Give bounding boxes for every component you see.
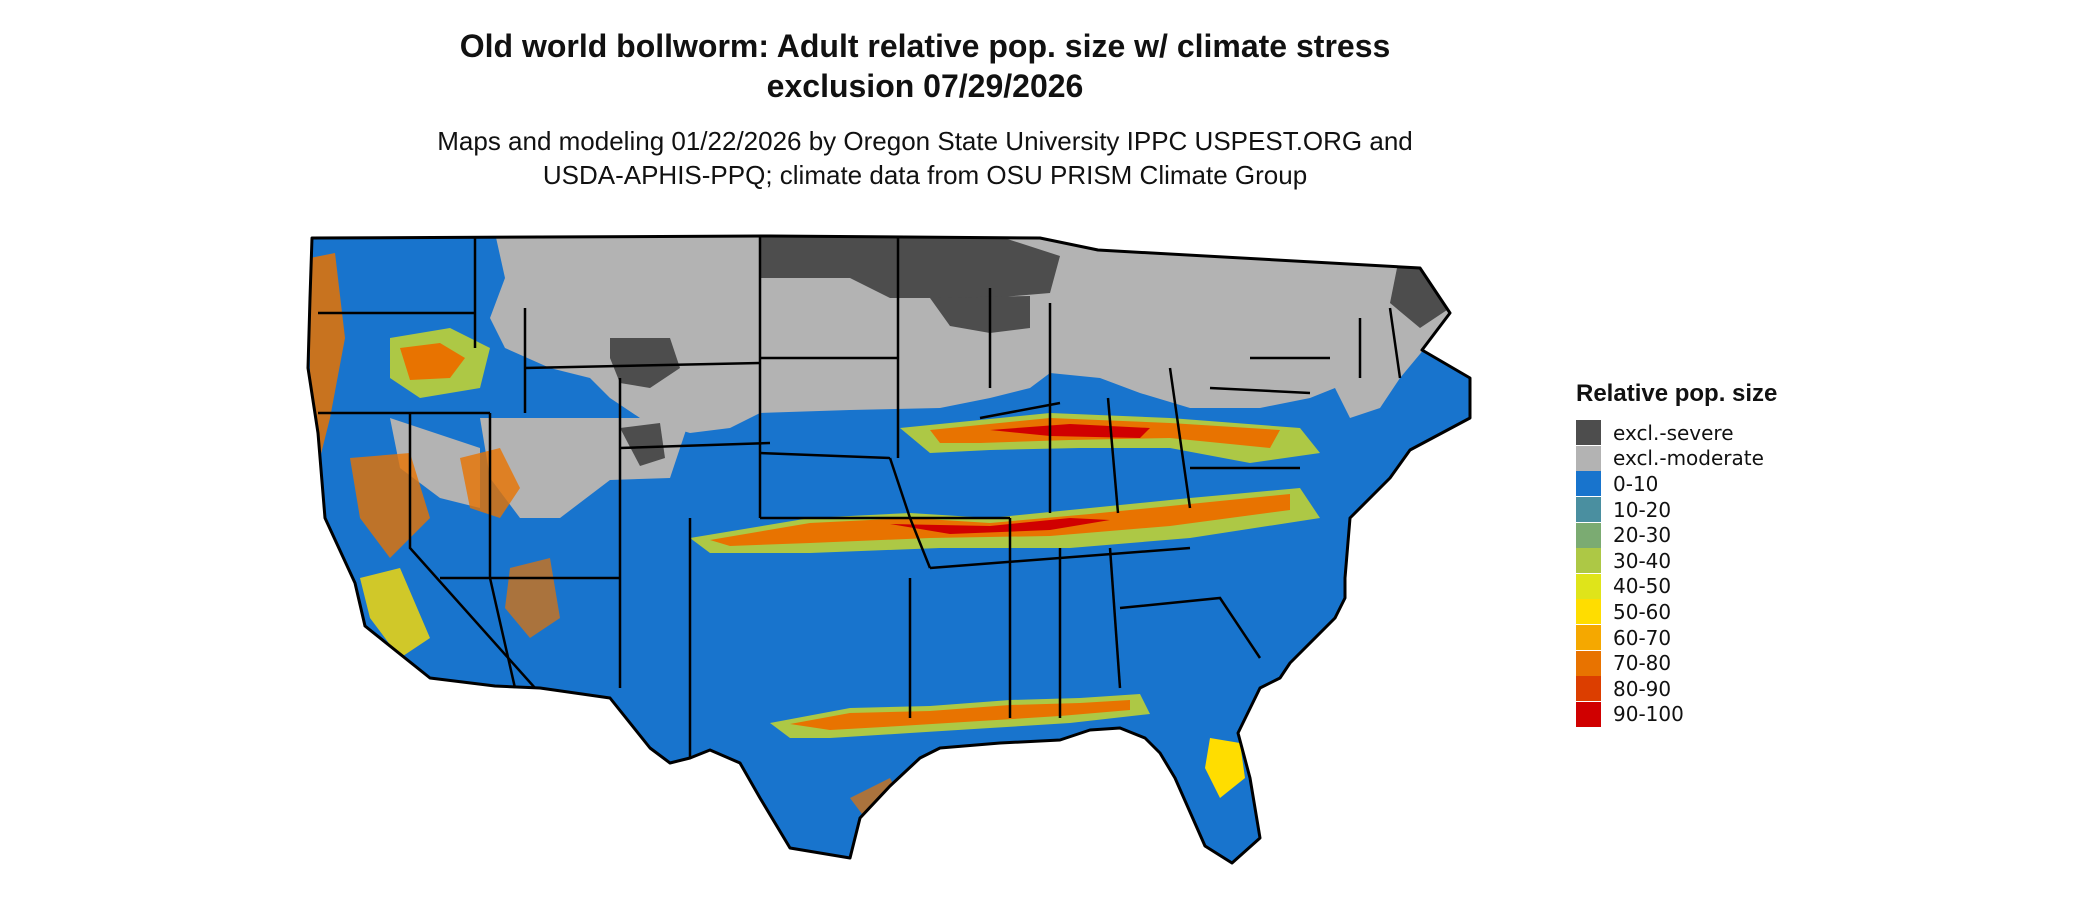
excl-severe-wyoming-region [610,338,680,388]
legend-label: 0-10 [1613,471,1659,496]
legend-label: 50-60 [1613,599,1672,624]
legend-swatch [1576,573,1601,599]
legend-label: 30-40 [1613,548,1672,573]
legend-item-70-80: 70-80 [1576,650,1777,676]
legend-label: excl.-severe [1613,420,1734,445]
legend-swatch [1576,497,1601,523]
state-boundaries [318,236,1402,758]
legend-item-80-90: 80-90 [1576,676,1777,702]
legend-item-90-100: 90-100 [1576,701,1777,728]
hotspot-south-band [690,488,1320,553]
legend-item-0-10: 0-10 [1576,471,1777,497]
excl-moderate-north-region [490,236,1450,433]
excl-severe-colorado-region [620,423,665,466]
hotspot-midwest-band [900,413,1320,463]
legend-label: 90-100 [1613,702,1684,727]
legend-swatch [1576,522,1601,548]
legend-swatch [1576,445,1601,471]
us-climate-map [306,234,1472,865]
legend-swatch [1576,625,1601,651]
legend-items: excl.-severe excl.-moderate 0-10 10-20 2… [1576,420,1777,727]
legend-swatch [1576,701,1601,727]
legend-swatch [1576,650,1601,676]
legend-label: excl.-moderate [1613,446,1764,471]
legend-item-60-70: 60-70 [1576,625,1777,651]
map-title: Old world bollworm: Adult relative pop. … [300,26,1550,106]
legend-swatch [1576,676,1601,702]
legend-item-40-50: 40-50 [1576,573,1777,600]
legend-item-excl-severe: excl.-severe [1576,420,1777,446]
legend-swatch [1576,420,1601,446]
legend-item-20-30: 20-30 [1576,522,1777,548]
legend-title: Relative pop. size [1576,380,1778,407]
legend-label: 60-70 [1613,625,1672,650]
legend-label: 20-30 [1613,523,1672,548]
map-subtitle-line2: USDA-APHIS-PPQ; climate data from OSU PR… [542,160,1308,190]
map-title-line2: exclusion 07/29/2026 [766,68,1084,104]
excl-severe-wi-region [930,296,1030,333]
legend-item-30-40: 30-40 [1576,548,1777,574]
legend-label: 10-20 [1613,497,1672,522]
map-subtitle-line1: Maps and modeling 01/22/2026 by Oregon S… [437,126,1413,156]
excl-severe-dakota-mn-region [760,236,1060,298]
map-subtitle: Maps and modeling 01/22/2026 by Oregon S… [300,124,1550,192]
legend-label: 80-90 [1613,676,1672,701]
legend-item-50-60: 50-60 [1576,599,1777,625]
legend-item-10-20: 10-20 [1576,497,1777,523]
legend-swatch [1576,599,1601,625]
legend-label: 40-50 [1613,574,1672,599]
map-legend: Relative pop. size excl.-severe excl.-mo… [1576,380,1777,727]
hotspot-gulf-band [770,694,1150,738]
legend-label: 70-80 [1613,651,1672,676]
legend-swatch [1576,471,1601,497]
excl-moderate-southwest-region [390,418,480,508]
legend-item-excl-moderate: excl.-moderate [1576,445,1777,472]
legend-swatch [1576,548,1601,574]
map-title-line1: Old world bollworm: Adult relative pop. … [459,28,1391,64]
us-outline [306,234,1472,865]
